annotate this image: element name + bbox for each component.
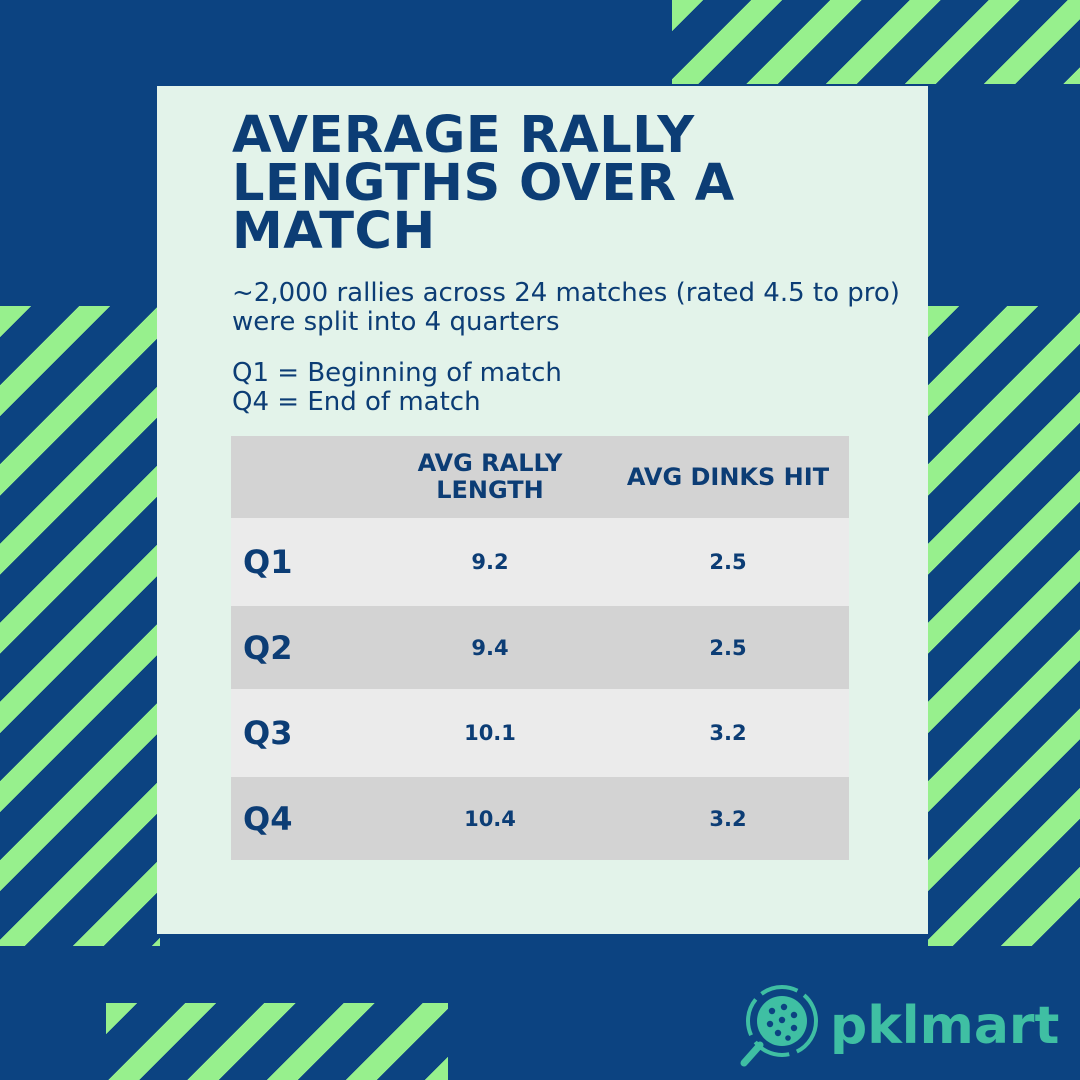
avg-rally-length-value: 9.2 [471,550,509,574]
quarter-legend: Q1 = Beginning of match Q4 = End of matc… [232,359,832,417]
decorative-stripes-bottom-left [106,1003,448,1080]
brand-logo: pklmart [736,978,1066,1074]
legend-item: Q1 = Beginning of match [232,358,562,388]
avg-dinks-hit-value: 3.2 [709,806,747,831]
subtitle: ~2,000 rallies across 24 matches (rated … [232,278,900,337]
page-title: AVERAGE RALLY LENGTHS OVER A MATCH [232,106,735,261]
table-row: Q1 9.2 2.5 [231,518,849,606]
avg-dinks-hit-value: 3.2 [709,721,747,745]
avg-rally-length-value: 10.1 [464,721,516,745]
stats-table: AVG RALLY LENGTH AVG DINKS HIT Q1 9.2 2.… [231,436,849,860]
decorative-stripes-top-right [672,0,1080,84]
decorative-stripes-left [0,306,160,946]
table-header-row: AVG RALLY LENGTH AVG DINKS HIT [231,436,849,518]
brand-name: pklmart [830,996,1060,1056]
decorative-stripes-right [928,306,1080,946]
quarter-label: Q3 [243,714,293,752]
legend-item: Q4 = End of match [232,387,481,417]
pickleball-magnifier-icon [740,985,818,1067]
quarter-label: Q2 [243,628,293,667]
avg-rally-length-value: 10.4 [464,806,516,831]
table-header-rally-length: AVG RALLY LENGTH [417,449,563,504]
info-card: AVERAGE RALLY LENGTHS OVER A MATCH ~2,00… [157,86,928,934]
avg-rally-length-value: 9.4 [471,635,509,660]
table-header-dinks-hit: AVG DINKS HIT [626,462,830,491]
table-row: Q4 10.4 3.2 [231,777,849,860]
avg-dinks-hit-value: 2.5 [709,550,747,574]
table-row: Q3 10.1 3.2 [231,689,849,777]
quarter-label: Q1 [243,543,293,581]
quarter-label: Q4 [243,799,293,838]
avg-dinks-hit-value: 2.5 [709,635,747,660]
table-row: Q2 9.4 2.5 [231,606,849,689]
